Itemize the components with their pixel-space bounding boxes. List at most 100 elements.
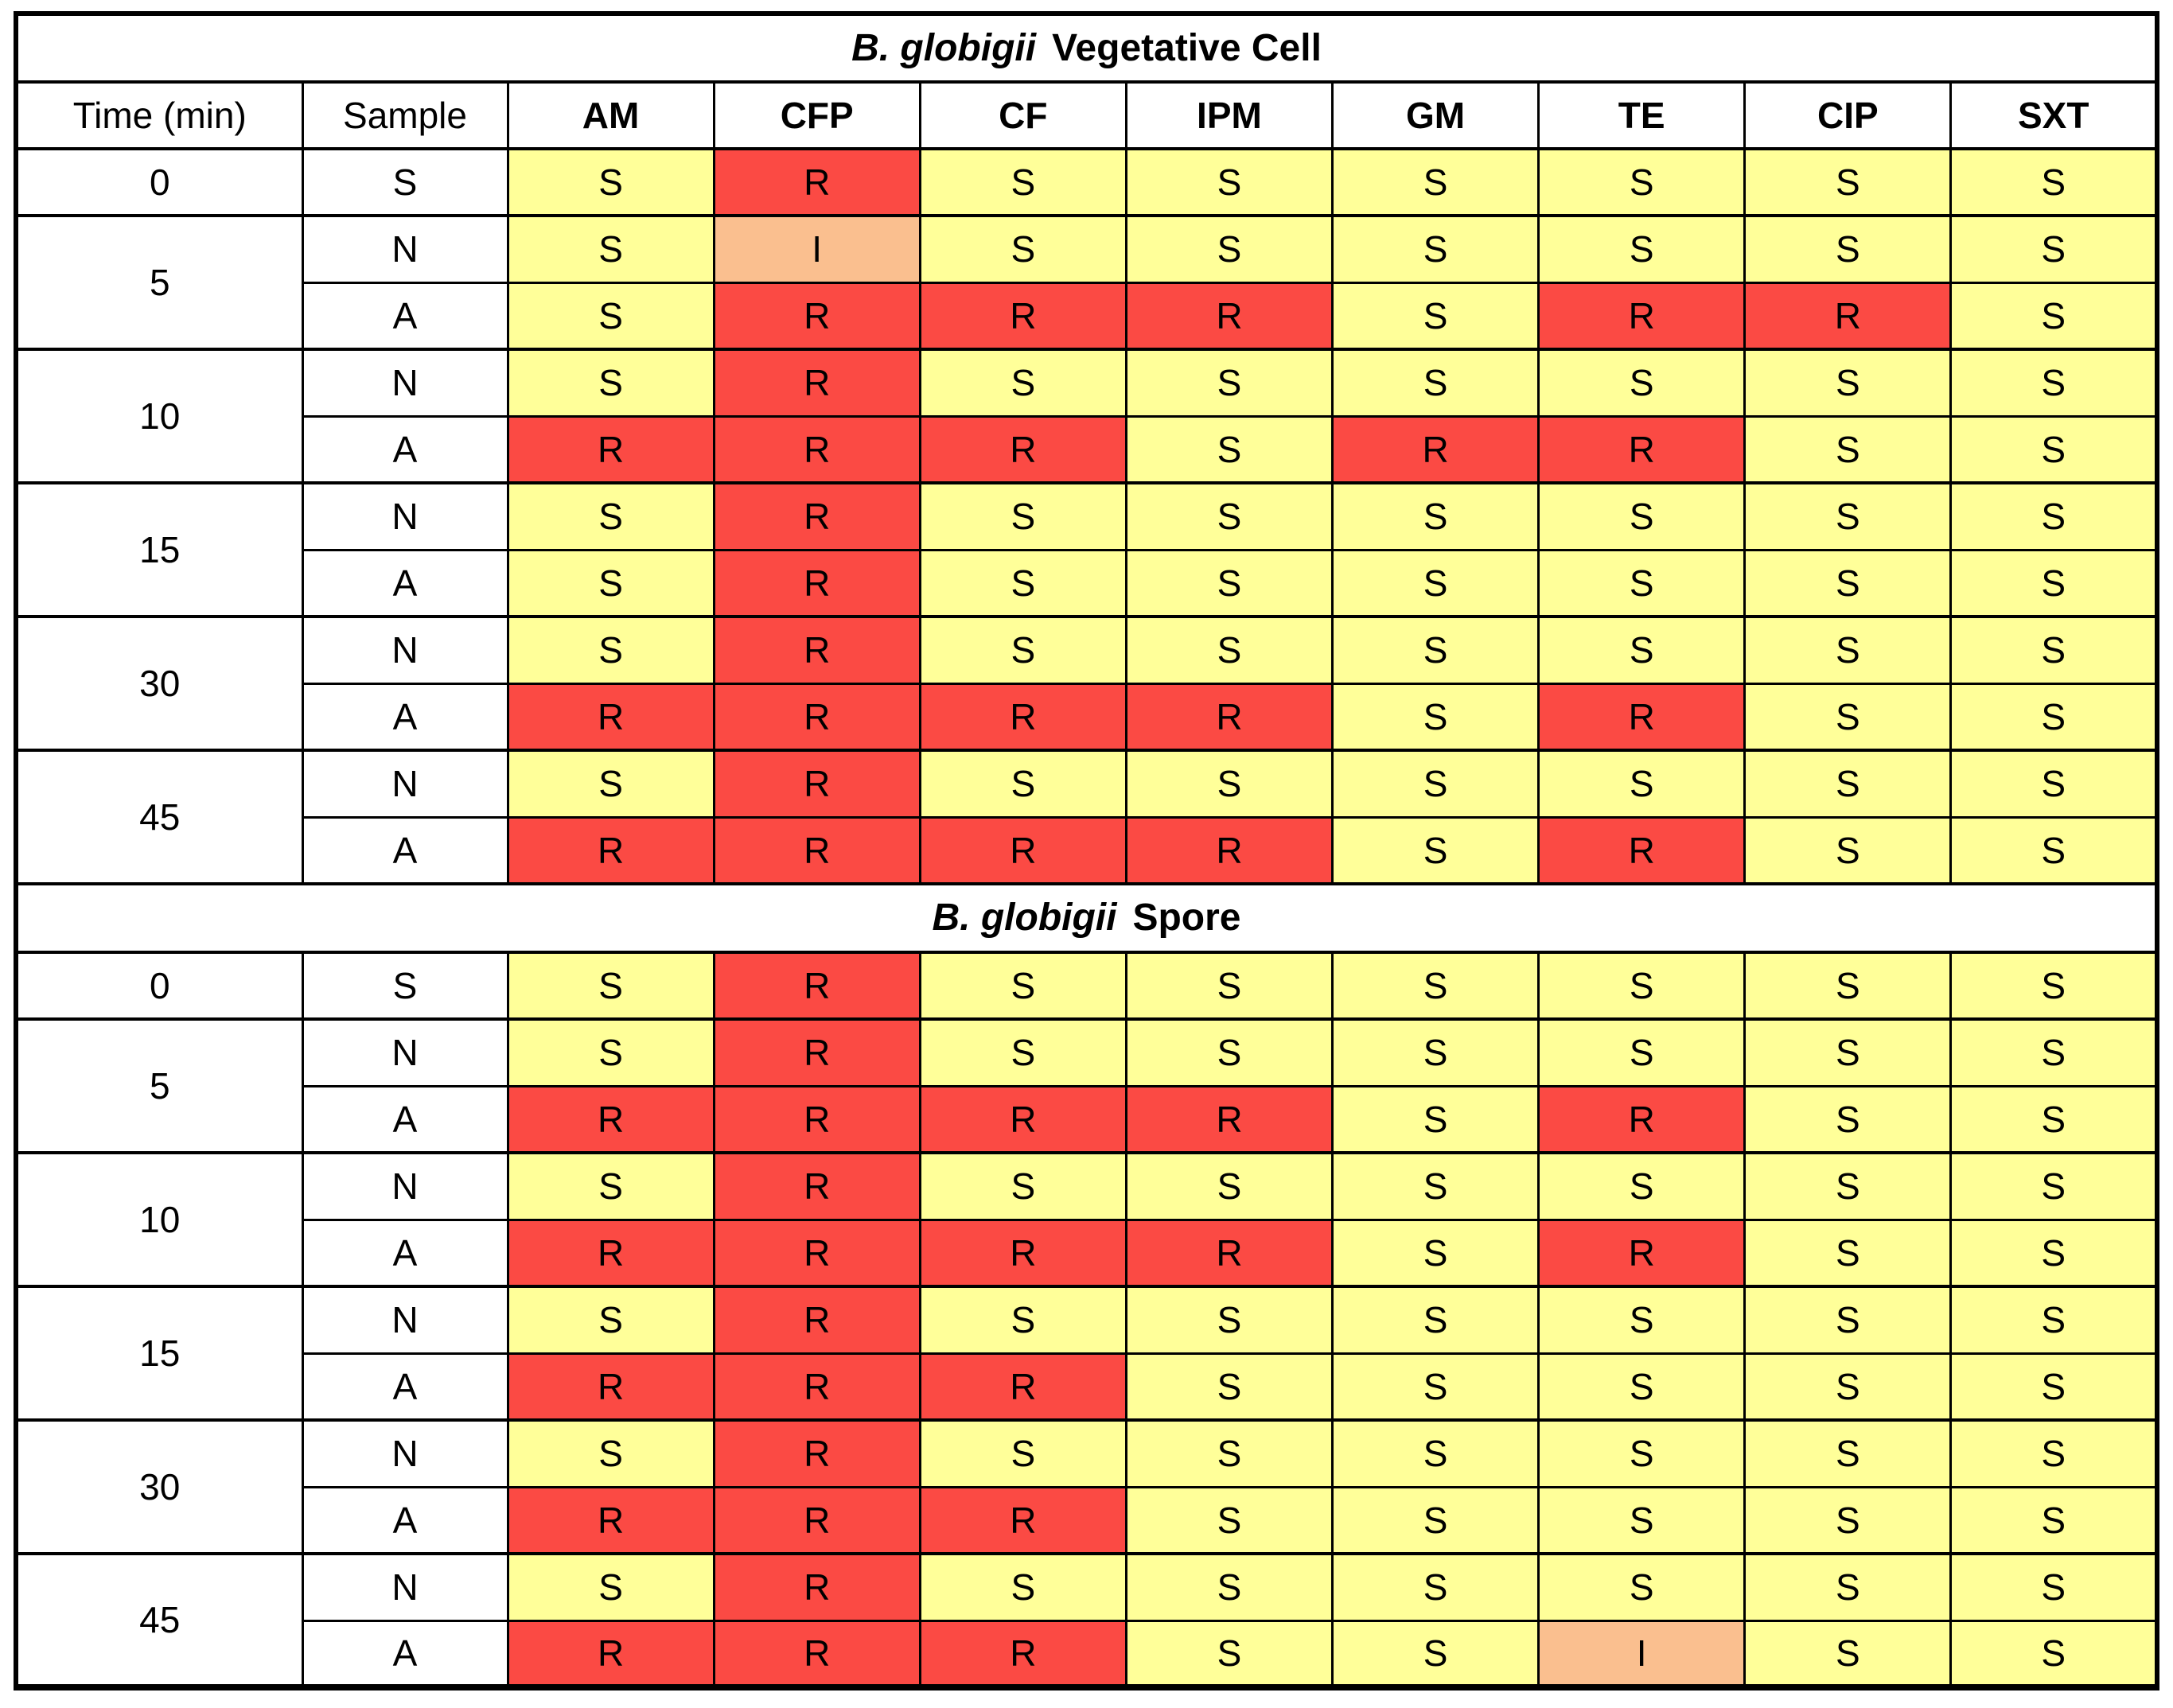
result-cell: S (1330, 1619, 1540, 1689)
result-cell: S (1743, 1151, 1953, 1221)
result-cell: S (1743, 682, 1953, 752)
result-cell: R (506, 1352, 715, 1422)
result-cell: R (1124, 682, 1334, 752)
result-cell: S (1949, 815, 2159, 885)
result-cell: S (1330, 147, 1540, 217)
result-cell: R (1743, 281, 1953, 351)
result-cell: S (1743, 1084, 1953, 1154)
result-cell: S (506, 749, 715, 819)
result-cell: R (712, 281, 921, 351)
sample-cell: S (301, 147, 509, 217)
result-cell: R (1330, 414, 1540, 484)
sample-cell: N (301, 749, 509, 819)
result-cell: S (918, 481, 1127, 551)
result-cell: R (506, 1084, 715, 1154)
result-cell: S (1949, 1017, 2159, 1087)
result-cell: S (1949, 615, 2159, 685)
result-cell: R (712, 749, 921, 819)
result-cell: S (1743, 1485, 1953, 1555)
time-cell: 30 (14, 615, 304, 752)
sample-cell: S (301, 951, 509, 1021)
result-cell: S (1743, 414, 1953, 484)
result-cell: S (1124, 1552, 1334, 1622)
result-cell: R (712, 815, 921, 885)
result-cell: R (712, 414, 921, 484)
result-cell: S (1330, 214, 1540, 284)
result-cell: S (1330, 749, 1540, 819)
sample-cell: N (301, 1418, 509, 1488)
result-cell: R (712, 1218, 921, 1288)
sample-cell: N (301, 1151, 509, 1221)
result-cell: S (1124, 1485, 1334, 1555)
result-cell: S (1743, 815, 1953, 885)
result-cell: R (712, 1285, 921, 1355)
result-cell: S (1124, 414, 1334, 484)
result-cell: S (1537, 951, 1747, 1021)
sample-form-label: Vegetative Cell (1052, 26, 1322, 69)
result-cell: R (918, 815, 1127, 885)
result-cell: S (1743, 1619, 1953, 1689)
result-cell: S (1124, 481, 1334, 551)
section-title-row: B. globigii Spore (14, 882, 2159, 954)
result-cell: S (506, 1552, 715, 1622)
result-cell: S (506, 481, 715, 551)
result-cell: I (1537, 1619, 1747, 1689)
result-cell: S (1537, 1418, 1747, 1488)
section-title-row: B. globigii Vegetative Cell (14, 12, 2159, 84)
time-cell: 0 (14, 147, 304, 217)
sample-cell: A (301, 281, 509, 351)
result-cell: I (712, 214, 921, 284)
column-header: Time (min) (14, 80, 304, 150)
sample-cell: A (301, 682, 509, 752)
result-cell: S (1537, 749, 1747, 819)
time-cell: 45 (14, 749, 304, 885)
result-cell: R (712, 951, 921, 1021)
table-row: 45 N S R S S S S S S (14, 1552, 2159, 1689)
result-cell: S (1330, 481, 1540, 551)
result-cell: R (712, 548, 921, 618)
result-cell: S (506, 1151, 715, 1221)
sample-cell: A (301, 1218, 509, 1288)
result-cell: R (1124, 281, 1334, 351)
result-cell: S (1743, 481, 1953, 551)
result-cell: S (1743, 348, 1953, 418)
column-header: AM (506, 80, 715, 150)
result-cell: S (1330, 615, 1540, 685)
result-cell: S (1743, 1418, 1953, 1488)
result-cell: S (1949, 214, 2159, 284)
result-cell: R (1537, 414, 1747, 484)
result-cell: S (1743, 615, 1953, 685)
result-cell: R (712, 147, 921, 217)
time-cell: 5 (14, 1017, 304, 1154)
result-cell: S (1743, 749, 1953, 819)
result-cell: S (506, 1285, 715, 1355)
sample-cell: N (301, 348, 509, 418)
result-cell: S (1949, 1485, 2159, 1555)
result-cell: S (1949, 1619, 2159, 1689)
result-cell: S (1124, 951, 1334, 1021)
result-cell: S (1330, 1552, 1540, 1622)
time-cell: 15 (14, 481, 304, 618)
result-cell: S (1330, 1352, 1540, 1422)
result-cell: S (1743, 1552, 1953, 1622)
result-cell: S (506, 348, 715, 418)
result-cell: R (918, 682, 1127, 752)
result-cell: S (1743, 1218, 1953, 1288)
time-cell: 30 (14, 1418, 304, 1555)
result-cell: S (1949, 348, 2159, 418)
result-cell: S (1124, 1418, 1334, 1488)
result-cell: R (712, 1485, 921, 1555)
time-cell: 5 (14, 214, 304, 351)
result-cell: S (918, 1418, 1127, 1488)
result-cell: R (1537, 682, 1747, 752)
result-cell: S (1949, 1151, 2159, 1221)
result-cell: S (506, 1418, 715, 1488)
result-cell: R (918, 1352, 1127, 1422)
result-cell: S (1124, 1285, 1334, 1355)
result-cell: R (712, 1552, 921, 1622)
result-cell: R (712, 1619, 921, 1689)
